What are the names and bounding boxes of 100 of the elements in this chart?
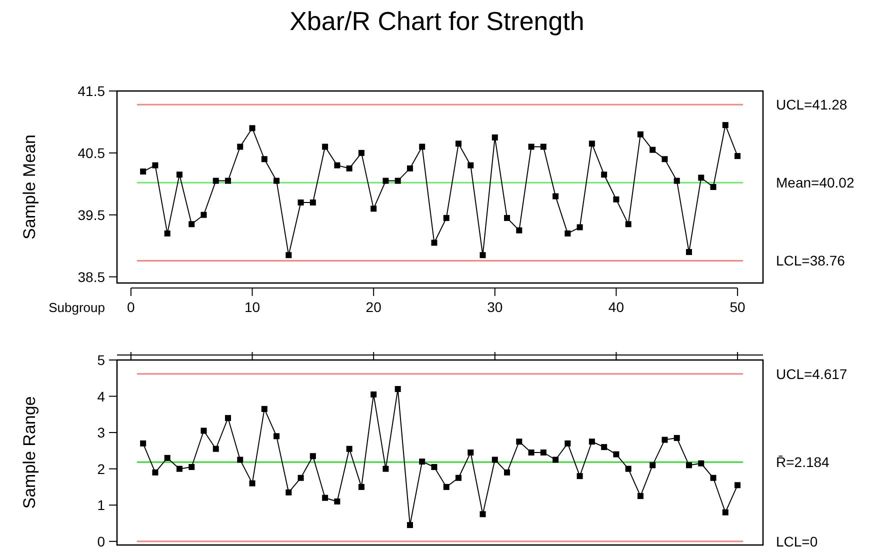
point [370, 391, 377, 398]
point [516, 227, 522, 234]
point [358, 150, 364, 156]
point [310, 199, 316, 206]
ref-line-label: LCL=38.76 [776, 252, 846, 269]
point [552, 456, 559, 463]
point [613, 196, 620, 202]
point [686, 249, 692, 256]
point [140, 168, 146, 175]
point [722, 509, 728, 516]
point [480, 252, 486, 258]
point [164, 454, 170, 461]
point [613, 451, 620, 458]
point [382, 178, 389, 184]
ref-line-label: UCL=41.28 [776, 96, 848, 113]
point [674, 178, 680, 184]
point [625, 466, 632, 472]
point [431, 464, 438, 470]
point [346, 446, 352, 452]
point [564, 440, 571, 446]
point [588, 438, 595, 445]
point [710, 474, 716, 481]
point [200, 428, 207, 434]
point [334, 162, 340, 168]
point [601, 444, 608, 450]
point [188, 221, 195, 228]
point [346, 165, 352, 172]
point [274, 433, 280, 440]
point [540, 450, 546, 456]
point [734, 482, 741, 488]
point [212, 446, 219, 452]
point [212, 178, 219, 184]
point [249, 480, 256, 486]
point [431, 240, 438, 246]
point [394, 386, 401, 392]
point [662, 156, 668, 162]
point [468, 162, 474, 168]
point [637, 131, 644, 138]
x-tick-label: 40 [608, 299, 624, 315]
point [443, 484, 450, 490]
point [588, 140, 595, 147]
point [601, 172, 608, 178]
point [637, 493, 644, 500]
x-axis-title: Subgroup [48, 300, 105, 315]
point [650, 146, 656, 153]
point [298, 474, 304, 481]
point [286, 252, 292, 258]
y-tick-label: 39.5 [78, 206, 106, 223]
x-tick-label: 10 [244, 299, 260, 315]
point [394, 178, 401, 184]
point [528, 450, 534, 456]
point [261, 156, 268, 162]
point [650, 462, 656, 468]
y-tick-label: 38.5 [78, 268, 106, 285]
point [504, 214, 510, 221]
point [382, 466, 389, 472]
point [662, 436, 668, 443]
point [734, 153, 741, 160]
point [552, 193, 559, 200]
point [480, 511, 486, 518]
x-tick-label: 20 [366, 299, 382, 315]
y-tick-label: 1 [97, 497, 106, 514]
ref-line-label: LCL=0 [776, 533, 818, 549]
y-tick-label: 4 [97, 388, 106, 404]
point [576, 473, 583, 480]
point [310, 453, 316, 460]
chart-title: Xbar/R Chart for Strength [290, 6, 584, 36]
y-tick-label: 0 [97, 533, 106, 549]
point [722, 122, 728, 128]
point [152, 469, 158, 476]
point [237, 456, 244, 463]
point [564, 230, 571, 236]
point [140, 440, 146, 446]
point [237, 144, 244, 150]
point [188, 464, 195, 470]
point [419, 458, 426, 465]
point [152, 162, 158, 168]
y-tick-label: 3 [97, 424, 106, 441]
x-tick-label: 30 [487, 299, 503, 315]
point [225, 415, 232, 422]
point [540, 144, 546, 150]
y-tick-label: 2 [97, 460, 106, 477]
point [710, 184, 716, 190]
point [674, 434, 680, 441]
y-axis-title: Sample Mean [20, 134, 39, 240]
point [456, 140, 462, 147]
point [406, 165, 413, 172]
y-tick-label: 5 [97, 352, 106, 368]
point [698, 174, 704, 181]
point [456, 474, 462, 481]
point [274, 178, 280, 184]
point [370, 206, 377, 212]
point [698, 460, 704, 466]
point [322, 144, 328, 150]
ref-line-label: UCL=4.617 [776, 366, 848, 382]
point [225, 178, 232, 184]
y-tick-label: 40.5 [78, 144, 106, 161]
point [492, 134, 498, 140]
point [419, 144, 426, 150]
point [286, 489, 292, 496]
